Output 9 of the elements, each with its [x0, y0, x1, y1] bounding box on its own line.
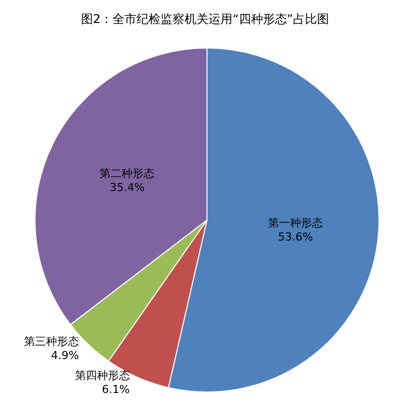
- data-label: 4.9%: [50, 349, 79, 362]
- data-label: 35.4%: [110, 181, 145, 194]
- slice-label: 第一种形态: [268, 216, 323, 230]
- data-label: 53.6%: [278, 230, 313, 244]
- slice-label: 第二种形态: [100, 167, 155, 180]
- chart-title: 图2：全市纪检监察机关运用“四种形态”占比图: [80, 12, 330, 26]
- slice-label: 第四种形态: [74, 369, 130, 382]
- slice-label: 第三种形态: [24, 335, 79, 348]
- data-label: 6.1%: [102, 383, 130, 396]
